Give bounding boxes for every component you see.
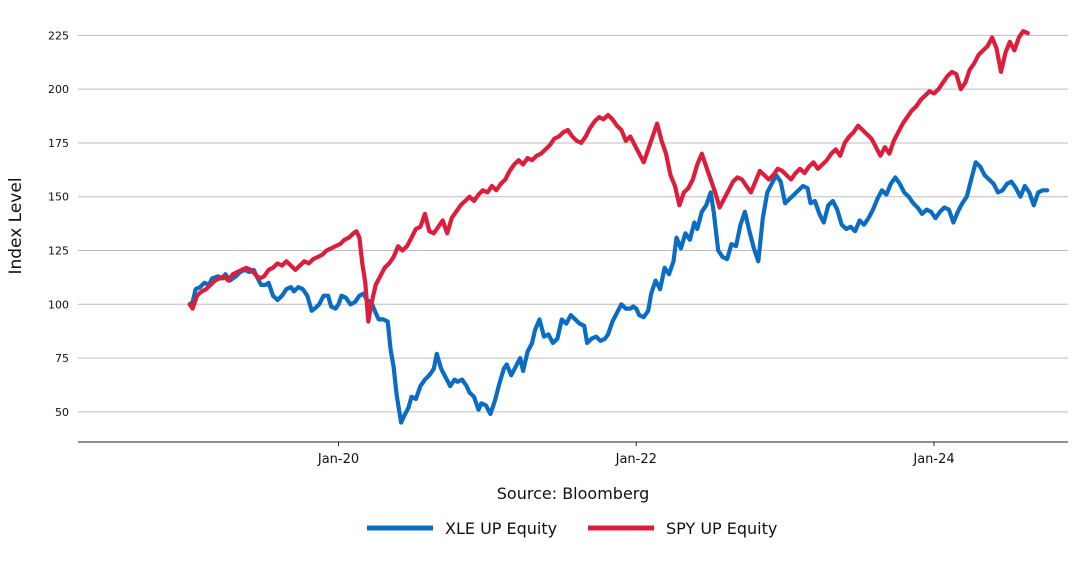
source-note: Source: Bloomberg xyxy=(497,484,649,503)
legend: XLE UP Equity SPY UP Equity xyxy=(367,519,777,538)
legend-item-spy: SPY UP Equity xyxy=(588,519,777,538)
series-lines xyxy=(187,29,1050,425)
y-tick-label-75: 75 xyxy=(55,352,69,365)
y-tick-label-225: 225 xyxy=(48,29,69,42)
y-tick-label-125: 125 xyxy=(48,245,69,258)
x-tick-label-1: Jan-22 xyxy=(615,452,657,467)
legend-label-spy: SPY UP Equity xyxy=(666,519,777,538)
y-tick-label-150: 150 xyxy=(48,191,69,204)
y-axis-ticks: 50 75 100 125 150 175 200 225 xyxy=(48,29,69,419)
legend-label-xle: XLE UP Equity xyxy=(445,519,557,538)
x-axis-ticks: Jan-20 Jan-22 Jan-24 xyxy=(317,442,955,467)
gridlines xyxy=(78,34,1068,413)
y-tick-label-175: 175 xyxy=(48,137,69,150)
legend-item-xle: XLE UP Equity xyxy=(367,519,557,538)
series-line-spy xyxy=(187,29,1030,324)
x-tick-label-0: Jan-20 xyxy=(317,452,359,467)
y-tick-label-50: 50 xyxy=(55,406,69,419)
series-line-xle xyxy=(187,160,1050,425)
y-axis-label: Index Level xyxy=(6,177,26,274)
x-tick-label-2: Jan-24 xyxy=(912,452,954,467)
y-tick-label-100: 100 xyxy=(48,298,69,311)
y-tick-label-200: 200 xyxy=(48,83,69,96)
